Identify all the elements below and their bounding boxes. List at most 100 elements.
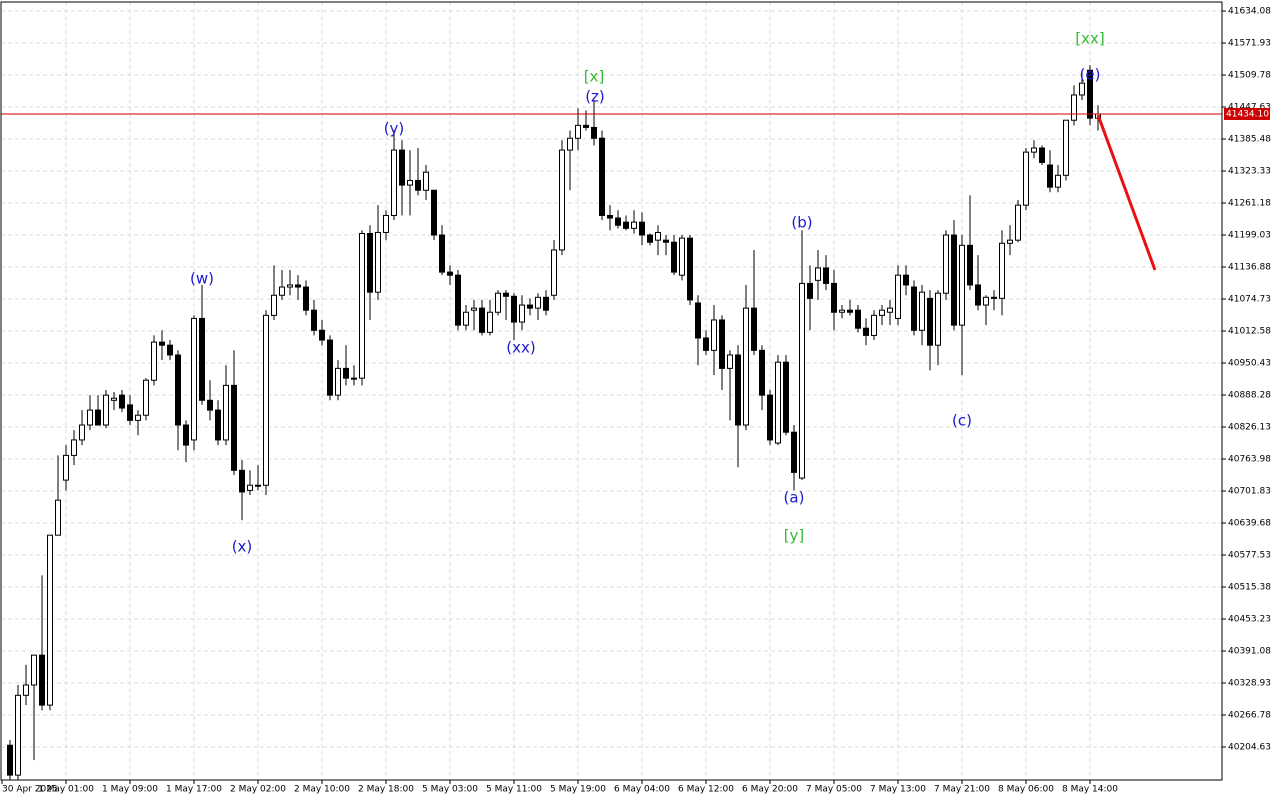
candle-body <box>359 232 365 379</box>
labels: 41634.08 41571.93 41509.78 41447.63 41385.48… <box>1 7 1271 795</box>
wave-label: (xx) <box>506 339 535 357</box>
candle-body <box>799 282 805 479</box>
candle-body <box>127 404 133 421</box>
candle-body <box>599 137 605 216</box>
y-tick-label: 40453.23 <box>1228 614 1271 624</box>
candle-body <box>415 179 421 191</box>
y-tick-label: 41074.73 <box>1228 295 1271 305</box>
candle-body <box>215 409 221 441</box>
y-tick-label: 40266.78 <box>1228 710 1271 720</box>
y-tick-label: 40328.93 <box>1228 678 1271 688</box>
candle-body <box>231 384 237 471</box>
candle-body <box>1079 82 1085 96</box>
candle-body <box>943 234 949 294</box>
candle-body <box>767 394 773 441</box>
candle-body <box>783 361 789 433</box>
candle-body <box>1007 239 1013 244</box>
candle-body <box>967 244 973 286</box>
candle-body <box>175 354 181 426</box>
wave-label: (a) <box>784 489 805 507</box>
candle-body <box>103 394 109 426</box>
y-tick-label: 40577.53 <box>1228 550 1271 560</box>
candle-body <box>503 292 509 297</box>
candle-body <box>1023 151 1029 206</box>
candle-body <box>199 317 205 401</box>
plot-frame <box>0 1 1223 781</box>
candle-body <box>279 286 285 296</box>
candle-body <box>511 295 517 323</box>
candle-body <box>183 424 189 446</box>
candle-body <box>815 267 821 281</box>
x-tick-label: 6 May 04:00 <box>614 785 670 795</box>
candle-body <box>479 307 485 333</box>
wave-label: (e) <box>1080 66 1101 84</box>
candle-body <box>695 302 701 339</box>
candle-body <box>15 694 21 776</box>
candle-body <box>1071 94 1077 121</box>
candles <box>1 65 1222 781</box>
candle-body <box>79 424 85 441</box>
candle-body <box>407 179 413 186</box>
candle-body <box>607 214 613 219</box>
candle-body <box>743 307 749 426</box>
candle-body <box>335 367 341 396</box>
x-tick-label: 5 May 11:00 <box>486 785 542 795</box>
candle-body <box>431 189 437 236</box>
x-tick-label: 8 May 06:00 <box>998 785 1054 795</box>
candle-body <box>975 284 981 306</box>
candle-body <box>895 274 901 319</box>
candle-body <box>751 307 757 351</box>
wave-label: (z) <box>585 88 605 106</box>
candle-body <box>991 296 997 299</box>
y-tick-label: 41571.93 <box>1228 39 1271 49</box>
candle-body <box>759 349 765 396</box>
wave-label: (b) <box>791 214 812 232</box>
y-tick-label: 41634.08 <box>1228 7 1271 17</box>
candle-body <box>143 379 149 416</box>
y-tick-label: 40639.68 <box>1228 518 1271 528</box>
candle-body <box>583 124 589 128</box>
candle-body <box>55 499 61 536</box>
candle-body <box>727 354 733 369</box>
candle-body <box>1047 164 1053 188</box>
candle-body <box>1031 147 1037 153</box>
candle-body <box>375 231 381 293</box>
x-tick-label: 6 May 20:00 <box>742 785 798 795</box>
candle-body <box>631 221 637 229</box>
candle-body <box>519 304 525 323</box>
y-tick-label: 40515.38 <box>1228 582 1271 592</box>
candle-body <box>391 149 397 216</box>
candle-body <box>823 267 829 284</box>
candle-body <box>927 297 933 346</box>
candle-body <box>207 399 213 411</box>
x-tick-label: 1 May 01:00 <box>38 785 94 795</box>
candle-body <box>959 244 965 326</box>
candle-body <box>775 361 781 444</box>
candle-body <box>527 304 533 309</box>
candle-body <box>239 469 245 493</box>
y-tick-label: 40950.43 <box>1228 359 1271 369</box>
x-tick-label: 30 Apr 2025 <box>2 785 58 795</box>
candle-body <box>167 344 173 356</box>
candle-body <box>327 339 333 396</box>
candle-body <box>879 309 885 316</box>
y-tick-label: 40763.98 <box>1228 454 1271 464</box>
candle-body <box>439 234 445 273</box>
candle-body <box>847 309 853 313</box>
candle-body <box>1015 204 1021 241</box>
candle-body <box>255 484 261 487</box>
candle-body <box>871 314 877 336</box>
candle-body <box>311 309 317 331</box>
candle-body <box>575 124 581 139</box>
candle-body <box>63 454 69 481</box>
y-tick-label: 41385.48 <box>1228 135 1271 145</box>
candle-body <box>999 242 1005 299</box>
candle-body <box>47 534 53 706</box>
y-tick-label: 41012.58 <box>1228 327 1271 337</box>
candle-body <box>343 367 349 379</box>
candle-body <box>367 232 373 293</box>
x-tick-label: 8 May 14:00 <box>1062 785 1118 795</box>
wave-label: (y) <box>384 120 405 138</box>
x-tick-label: 7 May 05:00 <box>806 785 862 795</box>
